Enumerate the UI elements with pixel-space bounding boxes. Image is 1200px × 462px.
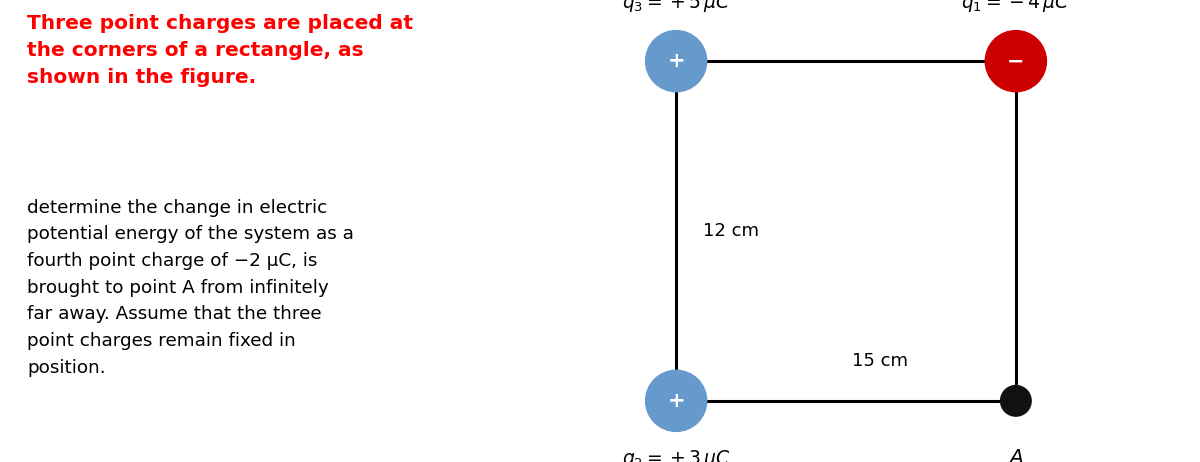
Circle shape xyxy=(646,370,707,432)
Text: $q_3 = +5\,\mu C$: $q_3 = +5\,\mu C$ xyxy=(622,0,731,13)
Circle shape xyxy=(1001,386,1031,416)
Text: determine the change in electric
potential energy of the system as a
fourth poin: determine the change in electric potenti… xyxy=(28,199,354,377)
Circle shape xyxy=(646,30,707,92)
Text: $q_1 = -4\,\mu C$: $q_1 = -4\,\mu C$ xyxy=(961,0,1070,13)
Text: 12 cm: 12 cm xyxy=(703,222,760,240)
Text: 15 cm: 15 cm xyxy=(852,353,908,370)
Text: Three point charges are placed at
the corners of a rectangle, as
shown in the fi: Three point charges are placed at the co… xyxy=(28,14,414,87)
Text: +: + xyxy=(667,51,685,71)
Circle shape xyxy=(985,30,1046,92)
Text: −: − xyxy=(1007,51,1025,71)
Text: $q_2 = +3\,\mu C$: $q_2 = +3\,\mu C$ xyxy=(622,449,731,462)
Text: $A$: $A$ xyxy=(1008,449,1024,462)
Text: +: + xyxy=(667,391,685,411)
